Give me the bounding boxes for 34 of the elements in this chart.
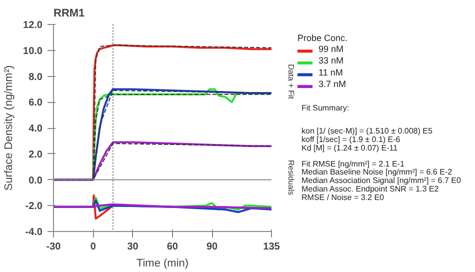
text: koff [1/sec] = (1.9 ± 0.1) E-6 [302, 134, 401, 144]
legend-label: 3.7 nM [318, 79, 346, 90]
text: Data + Fit [286, 64, 296, 100]
x-tick-label: 30 [127, 242, 139, 252]
x-tick-label: 135 [263, 242, 280, 252]
legend-label: 33 nM [318, 56, 344, 66]
chart-title: RRM1 [54, 8, 85, 20]
y-tick-label: 2.0 [28, 149, 43, 160]
y-tick-label: 10.0 [23, 46, 43, 57]
y-tick-label: 12.0 [23, 20, 43, 31]
text: Fit RMSE [ng/mm²] = 2.1 E-1 [302, 159, 405, 168]
x-tick-label: 60 [166, 242, 178, 252]
x-axis-title: Time (min) [136, 258, 189, 270]
text: kon [1/ (sec·M)] = (1.510 ± 0.008) E5 [302, 126, 433, 136]
text: Kd [M] = (1.24 ± 0.07) E-11 [302, 143, 398, 152]
x-tick-label: 90 [206, 242, 218, 252]
text: Median Assoc. Endpoint SNR = 1.3 E2 [302, 184, 440, 194]
x-tick-label: 0 [90, 242, 96, 252]
text: RMSE / Noise = 3.2 E0 [302, 192, 385, 202]
x-tick-label: -30 [46, 242, 62, 252]
text: Median Baseline Noise [ng/mm²] = 6.6 E-2 [302, 168, 453, 177]
y-tick-label: 6.0 [28, 98, 43, 109]
y-tick-label: -2.0 [25, 201, 43, 212]
y-tick-label: 4.0 [28, 124, 43, 134]
y-tick-label: 0.0 [28, 175, 43, 186]
text: Fit Summary: [302, 104, 350, 113]
legend-title: Probe Conc. [298, 33, 348, 44]
y-tick-label: 8.0 [28, 72, 43, 83]
y-axis-title: Surface Density (ng/mm²) [3, 65, 16, 191]
text: Residuals [286, 160, 296, 196]
legend-label: 11 nM [318, 67, 343, 78]
y-tick-label: -4.0 [25, 227, 43, 238]
text: Median Association Signal [ng/mm²] = 6.7 E0 [302, 176, 462, 186]
legend-label: 99 nM [318, 44, 344, 54]
